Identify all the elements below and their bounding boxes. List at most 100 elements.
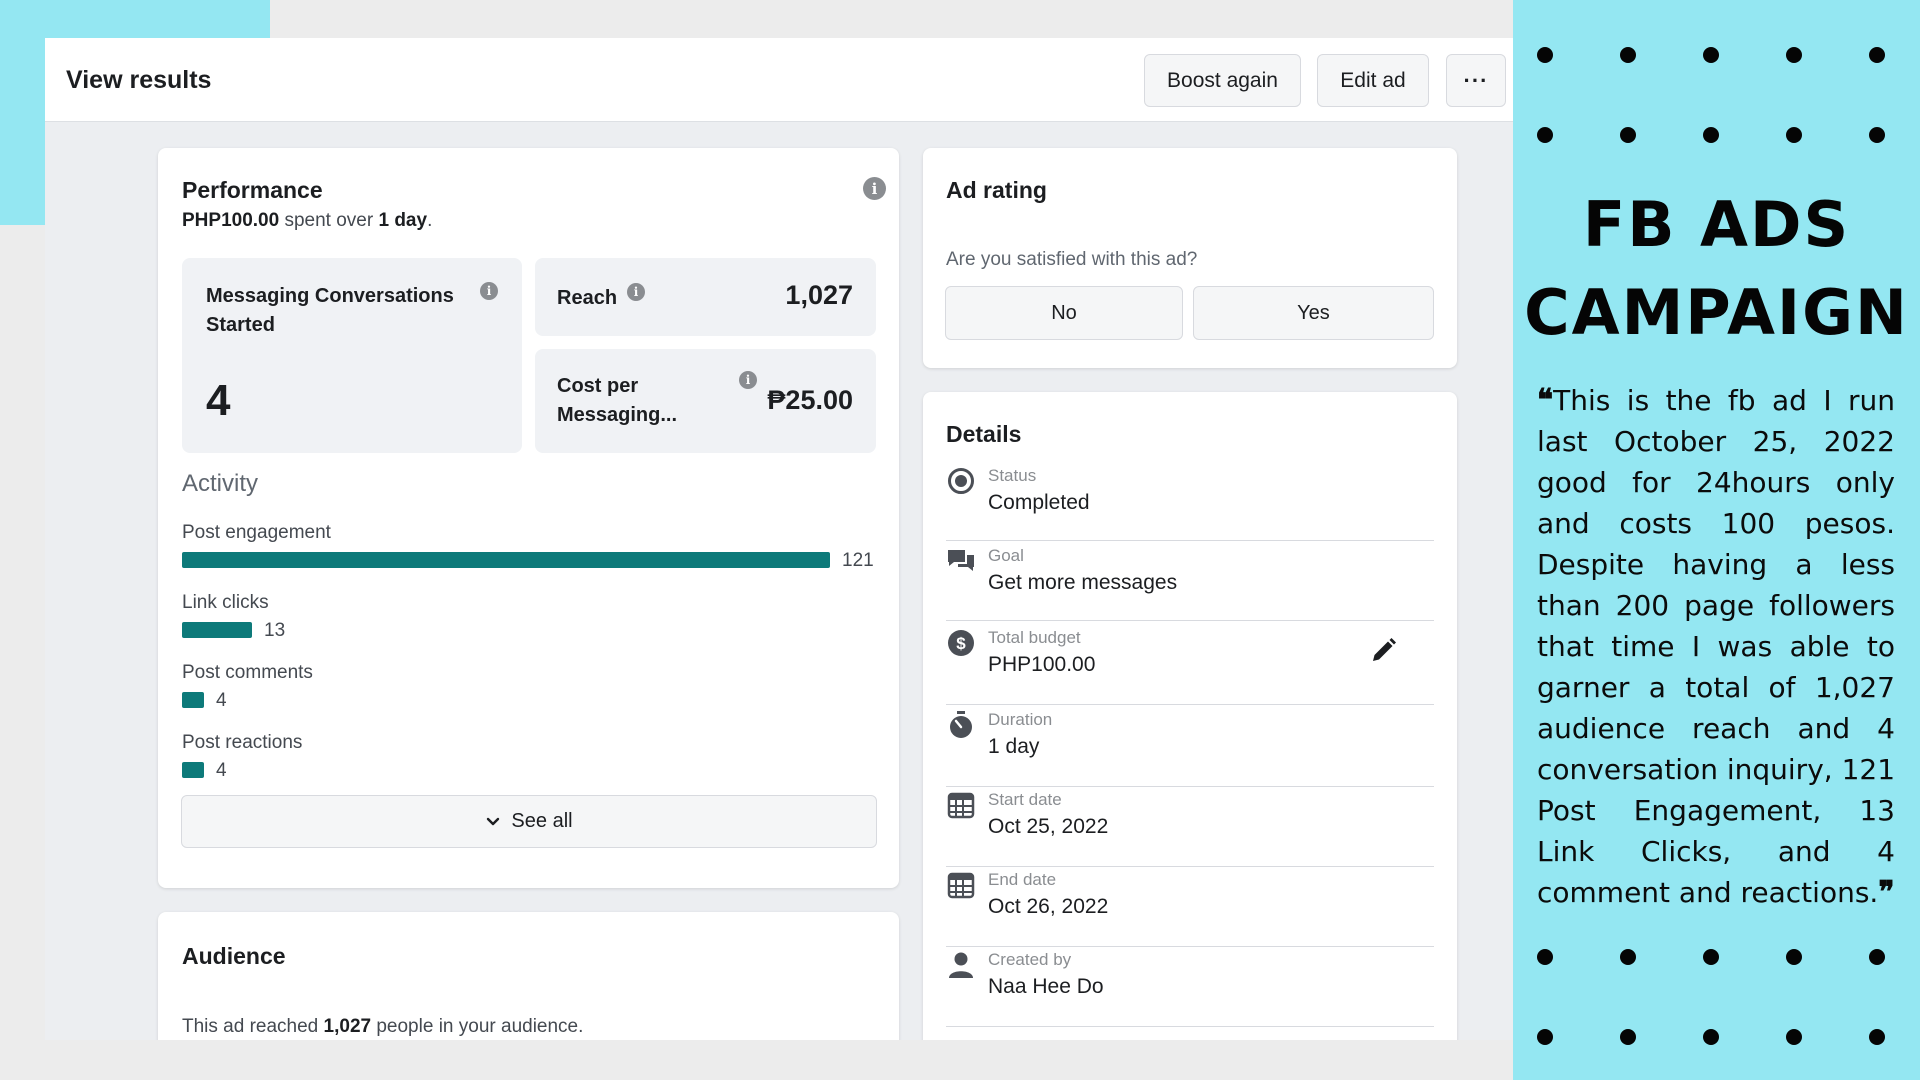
metric-label: Messaging Conversations Started <box>206 285 454 336</box>
detail-row-created-by: Created by Naa Hee Do <box>946 950 1434 1027</box>
more-options-button[interactable]: ··· <box>1446 54 1506 107</box>
decorative-dot <box>1869 47 1885 63</box>
decorative-dot <box>1703 47 1719 63</box>
detail-value: PHP100.00 <box>988 653 1096 676</box>
activity-label: Post comments <box>182 662 313 683</box>
audience-card: Audience This ad reached 1,027 people in… <box>158 912 899 1040</box>
decorative-dot <box>1786 127 1802 143</box>
quote-text: This is the fb ad I run last October 25,… <box>1537 384 1896 909</box>
ad-rating-card: Ad rating Are you satisfied with this ad… <box>923 148 1457 368</box>
metric-value: ₱25.00 <box>767 385 853 415</box>
campaign-side-panel: FB ADS CAMPAIGN ❝This is the fb ad I run… <box>1513 0 1920 1080</box>
boost-again-button[interactable]: Boost again <box>1144 54 1301 107</box>
decorative-dot <box>1869 127 1885 143</box>
stopwatch-icon <box>946 710 976 740</box>
metric-label: Reach <box>557 287 618 309</box>
detail-label: Goal <box>988 546 1024 565</box>
detail-row-status: Status Completed <box>946 466 1434 541</box>
rating-question: Are you satisfied with this ad? <box>946 249 1198 270</box>
spend-summary: PHP100.00 spent over 1 day. <box>182 210 432 232</box>
decorative-dot <box>1620 127 1636 143</box>
chevron-down-icon <box>487 817 500 825</box>
decorative-dot <box>1703 949 1719 965</box>
activity-value: 121 <box>842 550 874 571</box>
decorative-dot <box>1537 949 1553 965</box>
detail-row-total-budget: $ Total budget PHP100.00 <box>946 628 1434 705</box>
audience-count: 1,027 <box>323 1016 372 1037</box>
open-quote-icon: ❝ <box>1537 383 1554 418</box>
decorative-dot <box>1620 47 1636 63</box>
activity-bar <box>182 552 830 568</box>
info-icon[interactable]: i <box>627 283 645 301</box>
see-all-button[interactable]: See all <box>181 795 877 848</box>
campaign-quote: ❝This is the fb ad I run last October 25… <box>1537 380 1895 913</box>
detail-label: Total budget <box>988 628 1081 647</box>
dollar-icon: $ <box>946 628 976 658</box>
details-card: Details Status Completed Goal Get more m… <box>923 392 1457 1040</box>
detail-label: End date <box>988 870 1057 889</box>
decorative-dot <box>1703 127 1719 143</box>
detail-label: Created by <box>988 950 1072 969</box>
decorative-dot <box>1537 47 1553 63</box>
detail-row-start-date: Start date Oct 25, 2022 <box>946 790 1434 867</box>
decorative-dot <box>1869 949 1885 965</box>
info-icon[interactable]: i <box>863 177 886 200</box>
side-title-line-2: CAMPAIGN <box>1524 276 1909 349</box>
spent-text: spent over <box>279 210 379 231</box>
activity-bar <box>182 622 252 638</box>
detail-row-end-date: End date Oct 26, 2022 <box>946 870 1434 947</box>
detail-value: Get more messages <box>988 571 1178 594</box>
person-icon <box>946 950 976 980</box>
activity-label: Link clicks <box>182 592 269 613</box>
close-quote-icon: ❞ <box>1878 875 1895 910</box>
detail-value: Oct 26, 2022 <box>988 895 1109 918</box>
decorative-dot <box>1537 127 1553 143</box>
audience-text-end: people in your audience. <box>371 1016 584 1037</box>
details-title: Details <box>946 421 1022 447</box>
spent-period: . <box>427 210 433 231</box>
rating-yes-button[interactable]: Yes <box>1193 286 1434 340</box>
metric-value: 1,027 <box>785 280 853 310</box>
performance-card: Performance i PHP100.00 spent over 1 day… <box>158 148 899 888</box>
detail-row-goal: Goal Get more messages <box>946 546 1434 621</box>
activity-bar <box>182 692 204 708</box>
audience-summary: This ad reached 1,027 people in your aud… <box>182 1016 583 1038</box>
edit-budget-pencil-icon[interactable] <box>1368 636 1398 671</box>
decorative-dot <box>1786 47 1802 63</box>
detail-label: Duration <box>988 710 1053 729</box>
decorative-dot <box>1869 1029 1885 1045</box>
reach-metric: Reach i 1,027 <box>535 258 876 336</box>
ad-rating-title: Ad rating <box>946 177 1047 203</box>
rating-no-button[interactable]: No <box>945 286 1183 340</box>
ads-manager-screenshot: View results Boost again Edit ad ··· Per… <box>45 38 1513 1040</box>
info-icon[interactable]: i <box>739 371 757 389</box>
audience-title: Audience <box>182 943 286 969</box>
metric-label-line-1: Cost per <box>557 375 639 397</box>
detail-value: Naa Hee Do <box>988 975 1104 998</box>
messaging-conversations-metric: Messaging Conversations Started i 4 <box>182 258 522 453</box>
decorative-dot <box>1537 1029 1553 1045</box>
detail-value: 1 day <box>988 735 1040 758</box>
detail-label: Status <box>988 466 1037 485</box>
detail-row-duration: Duration 1 day <box>946 710 1434 787</box>
page-title: View results <box>66 66 212 94</box>
detail-label: Start date <box>988 790 1062 809</box>
decorative-dot <box>1620 1029 1636 1045</box>
header-bar: View results Boost again Edit ad ··· <box>45 38 1513 122</box>
calendar-icon <box>946 790 976 820</box>
activity-label: Post reactions <box>182 732 303 753</box>
cost-per-messaging-metric: Cost per Messaging... i ₱25.00 <box>535 349 876 453</box>
metric-label-line-2: Messaging... <box>557 404 678 426</box>
activity-value: 4 <box>216 690 227 711</box>
metric-value: 4 <box>206 376 231 425</box>
edit-ad-button[interactable]: Edit ad <box>1317 54 1429 107</box>
performance-title: Performance <box>182 177 323 203</box>
decorative-dot <box>1620 949 1636 965</box>
audience-text-start: This ad reached <box>182 1016 324 1037</box>
calendar-icon <box>946 870 976 900</box>
chat-icon <box>946 546 976 576</box>
side-title-line-1: FB ADS <box>1582 188 1851 261</box>
spent-amount: PHP100.00 <box>182 210 280 231</box>
info-icon[interactable]: i <box>480 282 498 300</box>
activity-title: Activity <box>182 470 259 497</box>
